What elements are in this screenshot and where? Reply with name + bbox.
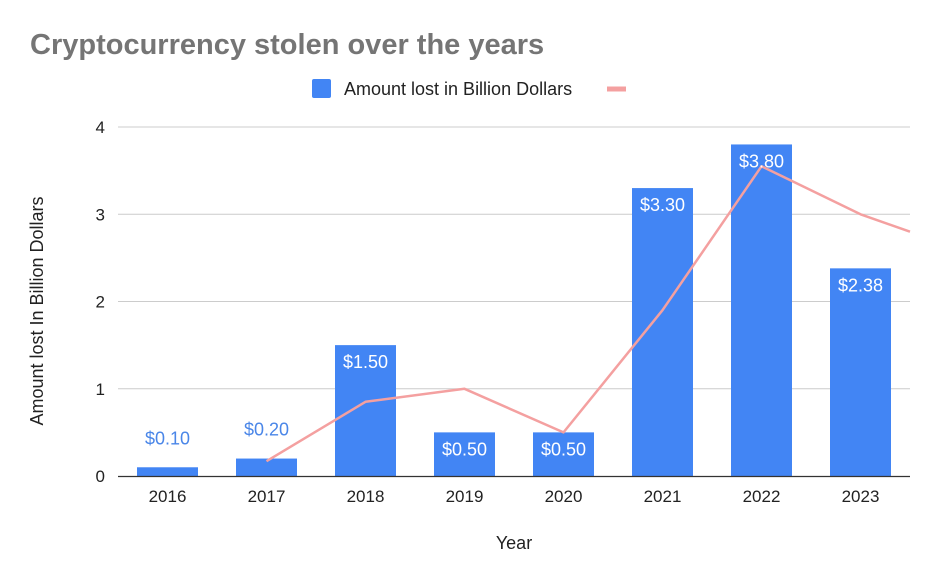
- legend-label-bars: Amount lost in Billion Dollars: [344, 79, 572, 99]
- x-tick-label: 2023: [842, 487, 880, 506]
- y-axis-title: Amount lost In Billion Dollars: [27, 196, 47, 425]
- bar: [830, 268, 891, 476]
- y-tick-labels: 0 1 2 3 4: [96, 118, 105, 486]
- chart-title: Cryptocurrency stolen over the years: [30, 29, 544, 61]
- data-label: $0.10: [145, 428, 190, 448]
- bar: [137, 467, 198, 476]
- y-tick-label: 0: [96, 467, 105, 486]
- y-tick-label: 2: [96, 293, 105, 312]
- bar: [434, 432, 495, 476]
- data-labels: $0.10 $0.20 $1.50 $0.50 $0.50 $3.30 $3.80 $2.38: [145, 151, 883, 459]
- x-tick-label: 2020: [545, 487, 583, 506]
- y-tick-label: 1: [96, 380, 105, 399]
- bar: [335, 345, 396, 476]
- data-label: $2.38: [838, 275, 883, 295]
- bar: [632, 188, 693, 476]
- bar: [533, 432, 594, 476]
- legend-swatch-bars: [312, 79, 331, 98]
- x-tick-label: 2018: [347, 487, 385, 506]
- x-tick-label: 2019: [446, 487, 484, 506]
- data-label: $3.30: [640, 195, 685, 215]
- data-label: $1.50: [343, 352, 388, 372]
- x-tick-labels: 2016 2017 2018 2019 2020 2021 2022 2023: [149, 487, 880, 506]
- x-tick-label: 2017: [248, 487, 286, 506]
- legend: Amount lost in Billion Dollars: [312, 79, 626, 99]
- data-label: $0.50: [541, 439, 586, 459]
- bars: [137, 144, 891, 476]
- x-tick-label: 2022: [743, 487, 781, 506]
- y-tick-label: 3: [96, 205, 105, 224]
- data-label: $3.80: [739, 151, 784, 171]
- y-tick-label: 4: [96, 118, 105, 137]
- bar: [236, 458, 297, 476]
- data-label: $0.50: [442, 439, 487, 459]
- x-axis-title: Year: [496, 533, 532, 553]
- x-tick-label: 2016: [149, 487, 187, 506]
- data-label: $0.20: [244, 420, 289, 440]
- x-tick-label: 2021: [644, 487, 682, 506]
- bar: [731, 144, 792, 476]
- trend-line: [265, 165, 911, 463]
